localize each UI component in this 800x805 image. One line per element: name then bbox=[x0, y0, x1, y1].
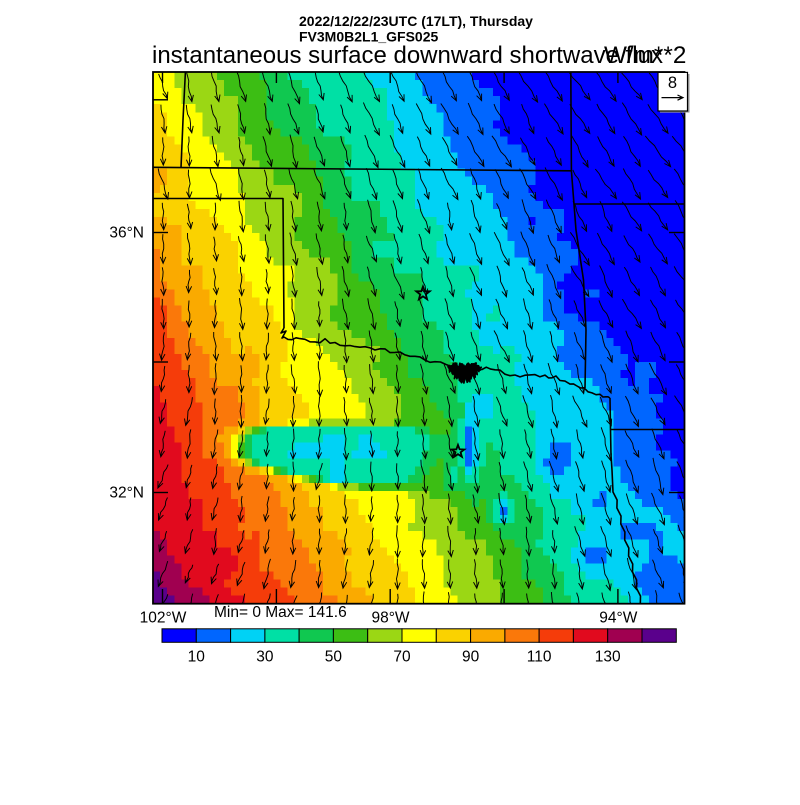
svg-text:8: 8 bbox=[668, 74, 677, 92]
svg-text:130: 130 bbox=[595, 649, 621, 666]
svg-text:Min= 0 Max= 141.6: Min= 0 Max= 141.6 bbox=[214, 604, 347, 621]
svg-text:90: 90 bbox=[462, 649, 480, 666]
svg-text:10: 10 bbox=[188, 649, 206, 666]
svg-text:W/m**2: W/m**2 bbox=[604, 42, 686, 69]
svg-text:94°W: 94°W bbox=[599, 610, 637, 627]
svg-text:98°W: 98°W bbox=[371, 610, 409, 627]
svg-text:102°W: 102°W bbox=[140, 610, 187, 627]
svg-text:FV3M0B2L1_GFS025: FV3M0B2L1_GFS025 bbox=[299, 29, 438, 45]
svg-text:30: 30 bbox=[256, 649, 274, 666]
svg-text:32°N: 32°N bbox=[109, 485, 144, 502]
svg-text:36°N: 36°N bbox=[109, 225, 144, 242]
svg-text:50: 50 bbox=[325, 649, 343, 666]
svg-text:110: 110 bbox=[527, 649, 552, 666]
svg-text:70: 70 bbox=[393, 649, 411, 666]
svg-text:instantaneous surface downward: instantaneous surface downward shortwave… bbox=[152, 42, 663, 69]
svg-text:2022/12/22/23UTC (17LT), Thurs: 2022/12/22/23UTC (17LT), Thursday bbox=[299, 13, 533, 29]
